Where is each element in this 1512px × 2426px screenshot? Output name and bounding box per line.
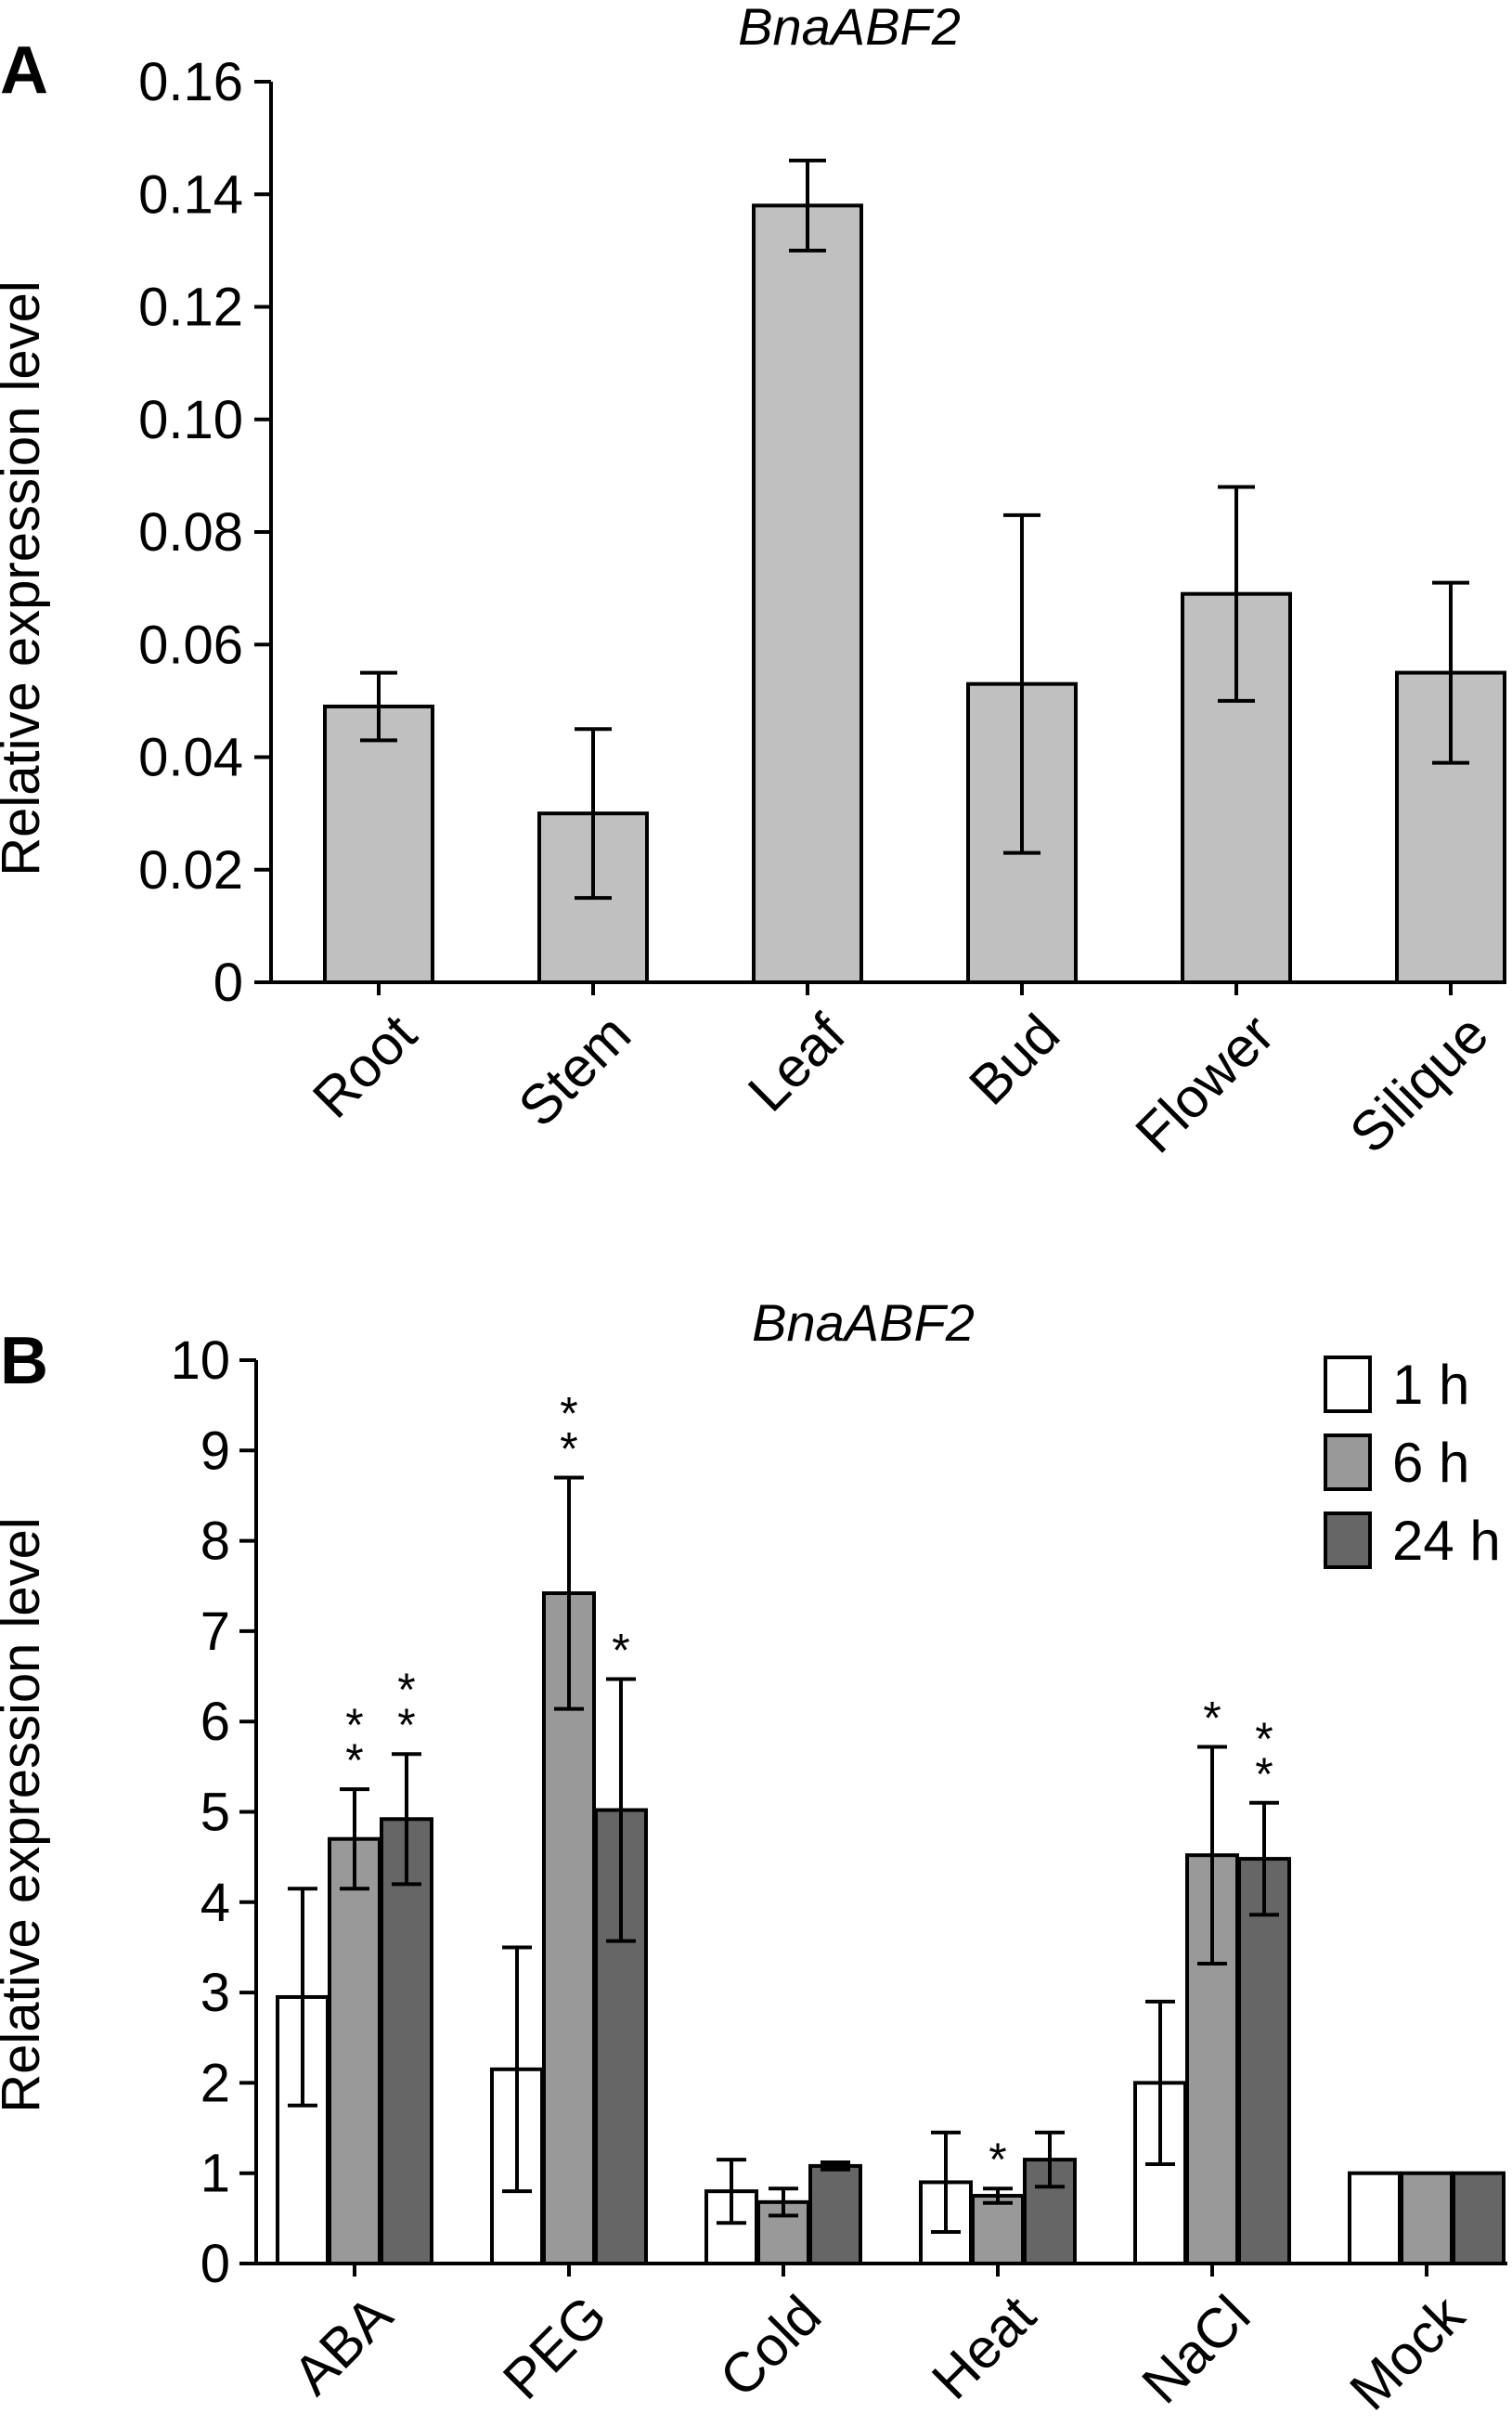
x-category-label: Bud: [957, 1003, 1071, 1117]
y-tick-label: 0.12: [138, 278, 243, 338]
x-category-label: ABA: [281, 2284, 404, 2407]
panel-a-letter: A: [0, 33, 48, 108]
y-tick-label: 5: [200, 1783, 230, 1843]
legend-label: 6 h: [1392, 1432, 1469, 1494]
error-bar-flower: [1218, 485, 1255, 703]
bar-mock-6h: [1400, 2171, 1454, 2265]
significance-asterisk: *: [560, 1422, 577, 1474]
error-bar-bud: [1003, 512, 1040, 855]
y-tick-label: 4: [200, 1873, 230, 1933]
x-category-label: Mock: [1338, 2283, 1476, 2421]
panel-a-title: BnaABF2: [738, 0, 961, 56]
legend-swatch: [1324, 1511, 1372, 1569]
error-bar-aba-1h: [288, 1887, 317, 2108]
error-bar-stem: [575, 727, 612, 901]
bar-heat-6h: [971, 2194, 1025, 2265]
error-bar-peg-1h: [502, 1945, 532, 2194]
y-tick-label: 10: [170, 1330, 230, 1391]
bar-nacl-24h: [1237, 1857, 1291, 2265]
error-bar-peg-6h: [554, 1475, 584, 1711]
panel-a-y-axis-label: Relative expression level: [0, 280, 51, 876]
bar-aba-24h: [380, 1817, 433, 2266]
x-category-label: NaCl: [1131, 2284, 1262, 2416]
x-category-label: Cold: [708, 2284, 834, 2409]
y-tick-label: 3: [200, 1963, 230, 2023]
error-bar-aba-6h: [340, 1787, 369, 1891]
panel-a-plot: 0 0.02 0.04 0.06 0.08 0.10 0.12 0.14 0.16 Root Ste…: [138, 52, 1506, 1165]
error-bar-heat-1h: [931, 2130, 961, 2234]
error-bar-nacl-6h: [1197, 1745, 1227, 1965]
bar-aba-6h: [328, 1836, 381, 2265]
y-tick-label: 0.06: [138, 615, 243, 675]
x-category-label: Silique: [1338, 1003, 1500, 1165]
y-tick-label: 0.10: [138, 390, 243, 450]
panel-b-title: BnaABF2: [752, 1293, 975, 1352]
error-bar-aba-24h: [392, 1752, 421, 1887]
y-tick-label: 0.16: [138, 52, 243, 112]
y-tick-label: 0.02: [138, 840, 243, 901]
bar-root: [323, 704, 434, 984]
significance-asterisk: *: [397, 1699, 415, 1751]
panel-b-y-axis-label: Relative expression level: [0, 1517, 51, 2113]
x-category-label: PEG: [491, 2284, 618, 2411]
error-bar-heat-24h: [1035, 2130, 1065, 2189]
significance-asterisk: *: [1255, 1748, 1273, 1800]
bar-leaf: [752, 203, 863, 984]
bar-mock-1h: [1348, 2171, 1402, 2265]
panel-b-letter: B: [0, 1324, 48, 1398]
y-tick-label: 1: [200, 2144, 230, 2204]
y-tick-label: 0.04: [138, 728, 243, 788]
error-bar-silique: [1432, 580, 1469, 765]
panel-b-legend: 1 h 6 h 24 h: [1324, 1354, 1501, 1572]
y-tick-label: 0: [213, 953, 243, 1013]
x-category-label: Root: [301, 1003, 428, 1130]
error-bar-cold-1h: [717, 2158, 746, 2225]
x-category-label: Flower: [1124, 1003, 1286, 1165]
significance-asterisk: *: [1255, 1713, 1273, 1765]
error-bar-leaf: [789, 158, 826, 253]
legend-swatch: [1324, 1434, 1372, 1491]
error-bar-nacl-24h: [1249, 1800, 1279, 1917]
bar-mock-24h: [1452, 2171, 1506, 2265]
error-bar-cold-24h: [821, 2160, 850, 2172]
y-tick-label: 9: [200, 1421, 230, 1481]
y-tick-label: 6: [200, 1692, 230, 1752]
y-tick-label: 7: [200, 1602, 230, 1662]
x-category-label: Leaf: [736, 1003, 857, 1123]
significance-asterisk: *: [345, 1699, 363, 1751]
significance-asterisk: *: [560, 1387, 577, 1439]
legend-label: 24 h: [1392, 1510, 1501, 1572]
significance-asterisk: *: [345, 1734, 363, 1786]
error-bar-cold-6h: [769, 2186, 798, 2218]
error-bar-root: [360, 670, 397, 743]
error-bar-peg-24h: [606, 1677, 636, 1943]
legend-swatch: [1324, 1356, 1372, 1413]
error-bar-heat-6h: [983, 2186, 1013, 2205]
y-tick-label: 2: [200, 2053, 230, 2113]
y-tick-label: 8: [200, 1511, 230, 1572]
legend-label: 1 h: [1392, 1354, 1469, 1416]
y-tick-label: 0: [200, 2234, 230, 2294]
significance-asterisk: *: [397, 1664, 415, 1716]
x-category-label: Stem: [507, 1003, 642, 1138]
error-bar-nacl-1h: [1145, 1999, 1175, 2166]
y-tick-label: 0.08: [138, 502, 243, 563]
x-category-label: Heat: [920, 2284, 1047, 2411]
bar-cold-24h: [808, 2163, 862, 2266]
significance-asterisk: *: [1203, 1692, 1221, 1744]
significance-asterisk: *: [989, 2134, 1006, 2186]
significance-asterisk: *: [612, 1624, 629, 1676]
y-tick-label: 0.14: [138, 164, 243, 225]
